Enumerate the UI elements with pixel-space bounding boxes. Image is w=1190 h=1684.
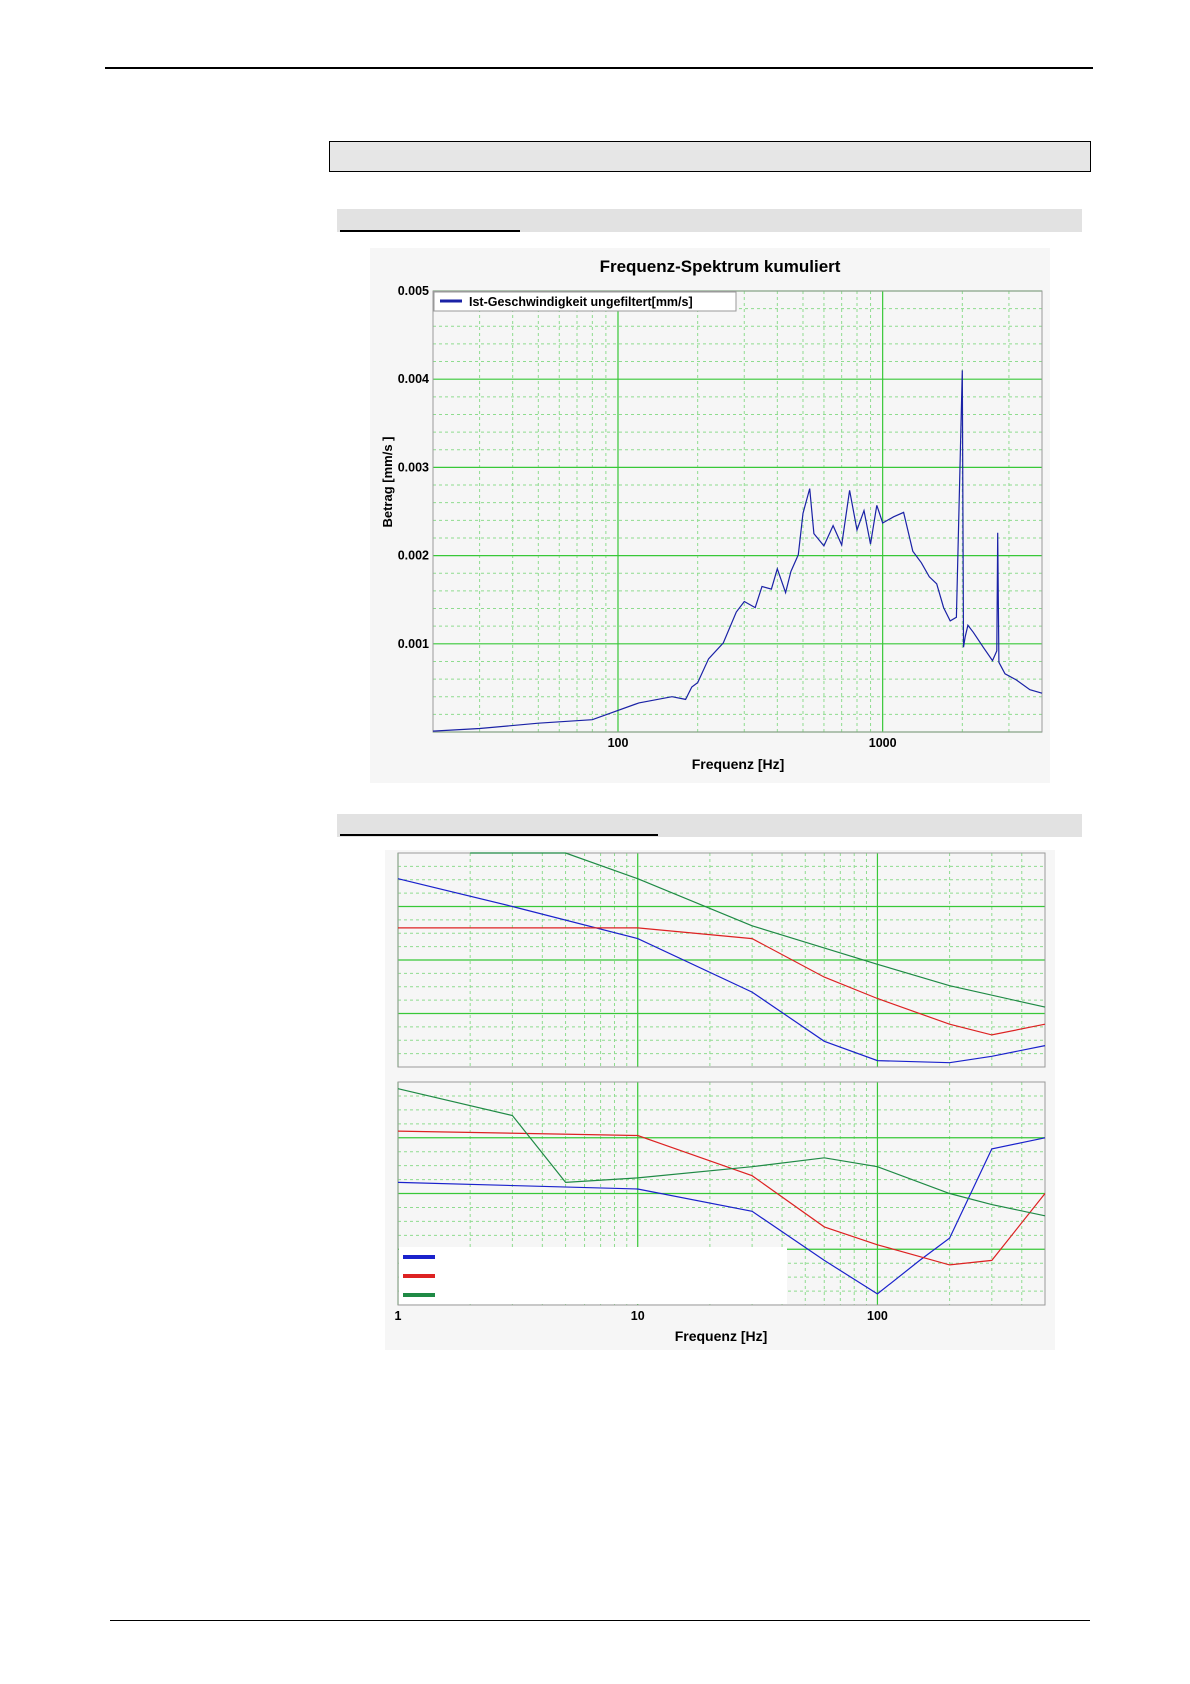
legend: Ist-Geschwindigkeit ungefiltert[mm/s] — [433, 291, 737, 312]
caption-underline-1 — [340, 230, 520, 232]
caption-band-2 — [337, 814, 1082, 837]
section-heading-box — [329, 141, 1091, 172]
y-tick-label: 0.001 — [398, 637, 429, 651]
legend-label: Ist-Geschwindigkeit ungefiltert[mm/s] — [469, 295, 693, 309]
y-tick-label: 0.003 — [398, 460, 429, 474]
footer-rule — [110, 1620, 1090, 1621]
plot-frame — [432, 290, 1043, 733]
bode-chart-svg: 1 10 100 Frequenz [Hz] — [395, 852, 1046, 1344]
series-line — [470, 852, 1046, 1008]
x-tick-label: 1000 — [869, 736, 897, 750]
x-tick-label: 100 — [867, 1309, 888, 1323]
series-line — [398, 927, 1046, 1036]
caption-band-1 — [337, 209, 1082, 232]
y-axis-label: Betrag [mm/s ] — [380, 436, 395, 527]
x-tick-label: 10 — [631, 1309, 645, 1323]
spectrum-chart: Frequenz-Spektrum kumuliert 0.001 0.002 0.… — [370, 248, 1050, 783]
y-tick-label: 0.005 — [398, 284, 429, 298]
panel-2-series — [397, 1088, 1046, 1295]
series-line — [397, 1137, 1046, 1295]
caption-underline-2 — [340, 834, 658, 836]
header-rule — [105, 67, 1093, 69]
legend-box — [399, 1247, 787, 1304]
spectrum-chart-svg: Frequenz-Spektrum kumuliert 0.0010.0020.… — [380, 257, 1043, 772]
x-axis-label: Frequenz [Hz] — [692, 756, 785, 772]
series-line — [432, 370, 1043, 732]
series-line — [397, 1088, 1046, 1217]
grid — [433, 290, 1042, 733]
x-tick-label: 1 — [395, 1309, 402, 1323]
bode-chart: 1 10 100 Frequenz [Hz] — [385, 850, 1055, 1350]
series-line — [397, 878, 1046, 1064]
x-tick-label: 100 — [608, 736, 629, 750]
series-line — [397, 1130, 1046, 1266]
x-axis-label: Frequenz [Hz] — [675, 1328, 768, 1344]
y-tick-labels: 0.001 0.002 0.003 0.004 0.005 — [398, 284, 429, 651]
x-tick-labels: 1 10 100 — [395, 1309, 888, 1323]
legend-box — [433, 291, 737, 312]
y-tick-label: 0.002 — [398, 549, 429, 563]
chart-title: Frequenz-Spektrum kumuliert — [600, 257, 841, 276]
panel-1-series — [397, 852, 1046, 1064]
legend — [399, 1247, 787, 1304]
panel-1-grid — [397, 853, 1045, 1067]
x-tick-labels: 100 1000 — [608, 736, 897, 750]
panel-1-frame — [397, 852, 1046, 1068]
y-tick-label: 0.004 — [398, 372, 429, 386]
